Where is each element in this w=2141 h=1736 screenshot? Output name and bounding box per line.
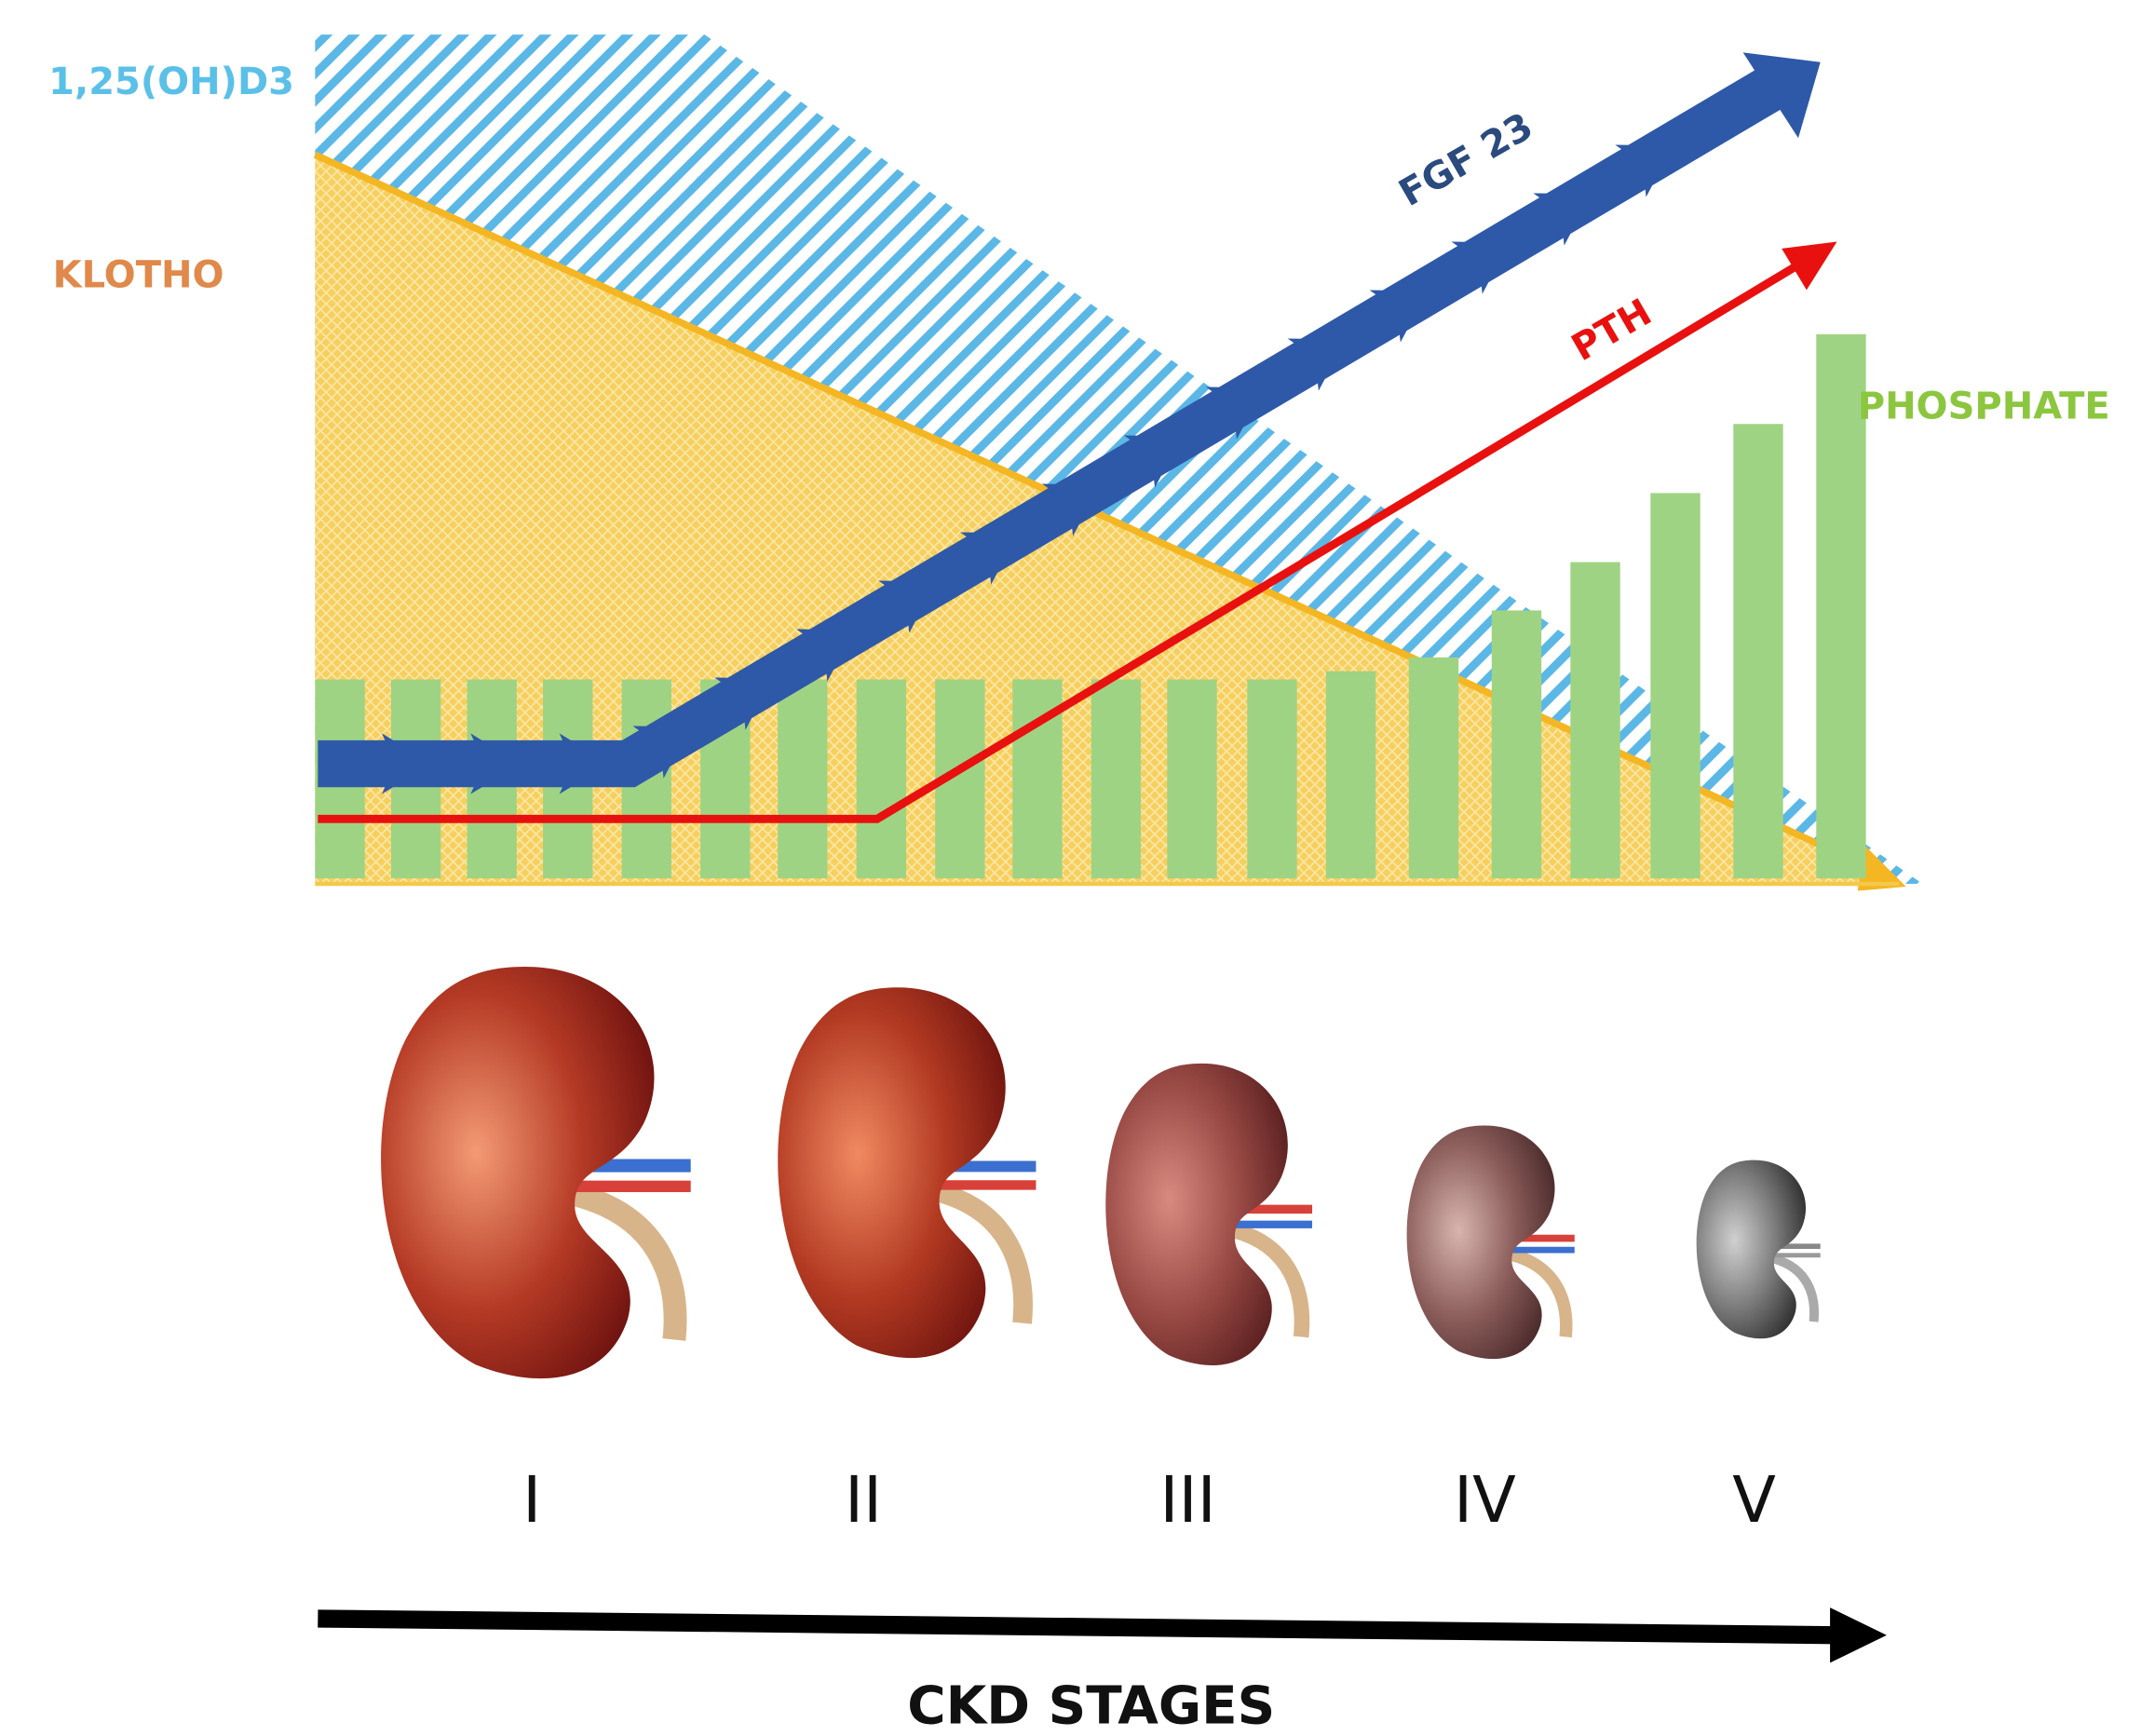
fgf23-chevron	[878, 580, 937, 633]
phosphate-bar	[1570, 562, 1620, 879]
fgf23-chevron	[1205, 387, 1265, 440]
fgf23-chevron	[1533, 193, 1592, 246]
phosphate-bar	[1408, 657, 1459, 879]
phosphate-label: PHOSPHATE	[1858, 385, 2110, 427]
stage-label: I	[522, 1464, 541, 1538]
phosphate-bar	[1091, 679, 1142, 879]
phosphate-bar	[1491, 610, 1542, 879]
stage-label: V	[1732, 1464, 1776, 1538]
phosphate-bar	[1167, 679, 1217, 879]
ureter	[936, 1183, 1033, 1324]
ureter	[1772, 1254, 1820, 1322]
vitamin-d-label: 1,25(OH)D3	[48, 61, 294, 103]
fgf23-label: FGF 23	[1392, 105, 1540, 215]
kidney	[381, 967, 691, 1379]
phosphate-bar	[1816, 333, 1866, 879]
phosphate-bar	[1247, 679, 1297, 879]
fgf23-chevron	[1123, 435, 1183, 488]
ureter	[571, 1183, 687, 1341]
fgf23-chevron	[796, 629, 855, 682]
fgf23-chevron	[1287, 338, 1347, 391]
klotho-label: KLOTHO	[53, 253, 224, 296]
kidney-body	[1105, 1063, 1288, 1366]
fgf23-arrowhead	[1742, 52, 1821, 139]
stage-axis	[318, 1609, 1837, 1645]
stage-labels: I II III IV V	[522, 1464, 1776, 1538]
stage-axis-arrowhead	[1830, 1607, 1887, 1663]
klotho-arrowhead	[1857, 845, 1906, 891]
fgf23-chevron	[1451, 241, 1511, 294]
kidneys	[381, 967, 1821, 1379]
fgf23-chevron	[1041, 483, 1101, 536]
stage-label: II	[845, 1464, 882, 1538]
fgf23-chevron	[381, 733, 432, 794]
phosphate-bar	[1325, 671, 1376, 879]
stage-label: III	[1159, 1464, 1215, 1538]
ureter	[1510, 1248, 1573, 1338]
kidney-body	[1696, 1160, 1807, 1339]
fgf23-chevron	[1615, 144, 1674, 197]
kidney	[1406, 1125, 1575, 1360]
kidney	[1696, 1160, 1821, 1339]
kidney-body	[381, 967, 655, 1379]
kidney	[778, 987, 1037, 1359]
fgf23-chevron	[559, 733, 610, 794]
fgf23-chevrons	[381, 144, 1674, 794]
fgf23-chevron	[470, 733, 521, 794]
kidney	[1105, 1063, 1313, 1366]
fgf23-chevron	[632, 726, 691, 779]
stage-label: IV	[1454, 1464, 1516, 1538]
phosphate-bar	[778, 679, 828, 879]
fgf23-chevron	[960, 532, 1019, 585]
axis-label: CKD STAGES	[907, 1676, 1275, 1736]
kidney-body	[778, 987, 1006, 1359]
fgf23-chevron	[714, 677, 773, 730]
ureter	[1232, 1223, 1310, 1338]
kidney-body	[1406, 1125, 1555, 1360]
fgf23-chevron	[1369, 290, 1429, 343]
phosphate-bar	[856, 679, 907, 879]
phosphate-bar	[1733, 424, 1783, 879]
pth-arrowhead	[1782, 241, 1837, 291]
pth-line	[318, 254, 1812, 823]
phosphate-bar	[1650, 493, 1701, 879]
